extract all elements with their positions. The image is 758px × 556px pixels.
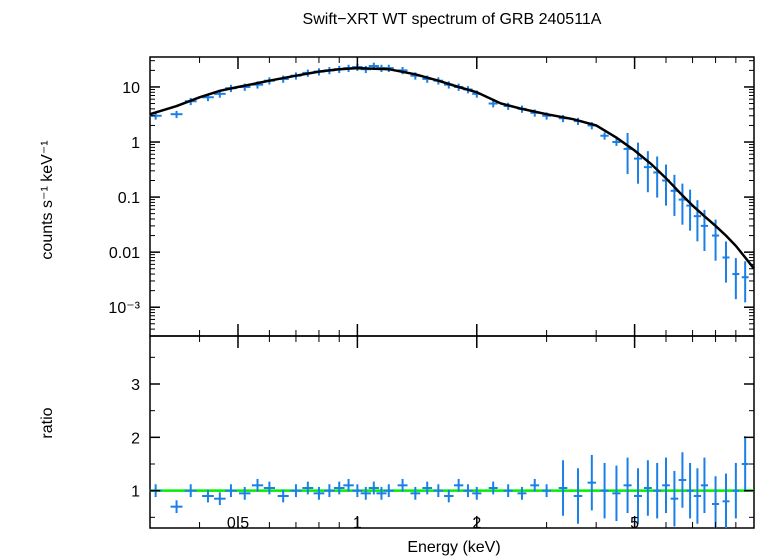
ratio-data-point <box>741 436 749 492</box>
spectrum-data-point <box>634 142 643 184</box>
ratio-data-point <box>324 484 335 498</box>
spectrum-ytick-label: 10 <box>122 80 140 97</box>
ratio-frame <box>149 335 755 529</box>
spectrum-data-point <box>662 164 670 206</box>
spectrum-data-point <box>686 189 694 231</box>
ratio-data-point <box>453 478 464 492</box>
ratio-data-point <box>678 452 687 508</box>
ratio-data-point <box>722 473 730 528</box>
ratio-data-point <box>712 476 720 528</box>
ratio-data-point <box>700 457 709 514</box>
ratio-data-point <box>352 484 363 498</box>
ratio-data-point <box>573 468 583 524</box>
ratio-data-point <box>290 484 302 498</box>
y-axis-label-ratio: ratio <box>39 407 56 438</box>
x-axis-label: Energy (keV) <box>407 539 500 556</box>
ratio-data-point <box>634 468 643 524</box>
ratio-data-point <box>376 486 387 500</box>
x-tick-label: 2 <box>472 515 481 532</box>
ratio-data-point <box>662 457 670 514</box>
spectrum-ytick-label: 0.1 <box>118 190 140 207</box>
ratio-data-point <box>653 462 662 519</box>
spectrum-data-point <box>653 156 662 198</box>
ratio-panel: 1 2 3 0.5 1 2 5 <box>131 335 755 532</box>
ratio-data-point <box>693 468 702 524</box>
spectrum-ytick-label: 1 <box>131 135 140 152</box>
ratio-data-point <box>202 489 214 503</box>
spectrum-data-point <box>741 261 749 303</box>
ratio-data-point <box>360 486 371 500</box>
ratio-ytick-label: 3 <box>131 377 140 394</box>
x-tick-label: 0.5 <box>227 515 249 532</box>
spectrum-data-point <box>722 241 730 283</box>
ratio-ytick-label: 1 <box>131 484 140 501</box>
ratio-data-point <box>184 484 197 498</box>
ratio-data-point <box>251 478 264 492</box>
ratio-data-point <box>612 465 621 522</box>
ratio-data-point <box>397 478 408 492</box>
ratio-data-point <box>686 462 694 519</box>
ratio-data-point <box>530 478 540 492</box>
ratio-data-point <box>170 500 183 514</box>
ratio-data-point <box>343 478 354 492</box>
spectrum-data-point <box>488 100 498 108</box>
spectrum-data-point <box>643 151 652 193</box>
ratio-data-point <box>558 460 568 516</box>
spectrum-ytick-label: 0.01 <box>109 245 140 262</box>
ratio-data-point <box>587 454 597 511</box>
spectrum-data-point <box>732 258 740 300</box>
ratio-data-point <box>313 486 325 500</box>
ratio-ytick-label: 2 <box>131 430 140 447</box>
ratio-data-point <box>239 486 251 500</box>
spectrum-data-point <box>612 138 621 146</box>
ratio-data-point <box>422 481 433 495</box>
ratio-data-point <box>643 460 652 516</box>
spectrum-ytick-label: 10⁻³ <box>108 300 140 317</box>
ratio-data-point <box>263 481 275 495</box>
ratio-data-point <box>410 486 421 500</box>
ratio-data-point <box>368 481 379 495</box>
ratio-data-point <box>383 484 394 498</box>
spectrum-frame <box>149 56 755 337</box>
ratio-data-point <box>333 481 345 495</box>
ratio-data-point <box>488 481 498 495</box>
ratio-data-point <box>302 481 314 495</box>
spectrum-data-point <box>600 132 609 140</box>
ratio-data-point <box>277 489 289 503</box>
ratio-data-point <box>623 457 632 514</box>
ratio-data-point <box>600 462 609 519</box>
x-tick-label: 5 <box>630 515 639 532</box>
y-axis-label-spectrum: counts s⁻¹ keV⁻¹ <box>39 140 56 259</box>
spectrum-panel: 10⁻³ 0.01 0.1 1 10 <box>108 56 755 337</box>
ratio-data-point <box>517 486 527 500</box>
ratio-data-point <box>463 484 473 498</box>
ratio-data-point <box>433 484 444 498</box>
ratio-data-point <box>542 484 551 498</box>
ratio-data-point <box>214 492 226 506</box>
chart-title: Swift−XRT WT spectrum of GRB 240511A <box>303 11 602 28</box>
ratio-data-point <box>670 470 679 527</box>
ratio-data-point <box>444 489 454 503</box>
ratio-data-point <box>732 462 740 519</box>
spectrum-data-point <box>170 110 183 119</box>
model-curve <box>149 66 755 270</box>
ratio-data-point <box>503 484 513 498</box>
spectrum-data-point <box>623 132 632 175</box>
spectrum-data-point <box>693 200 702 242</box>
spectrum-data-point <box>670 174 679 216</box>
ratio-data-point <box>472 486 482 500</box>
spectrum-data-point <box>678 183 687 225</box>
x-tick-label: 1 <box>353 515 362 532</box>
ratio-data-point <box>225 484 237 498</box>
